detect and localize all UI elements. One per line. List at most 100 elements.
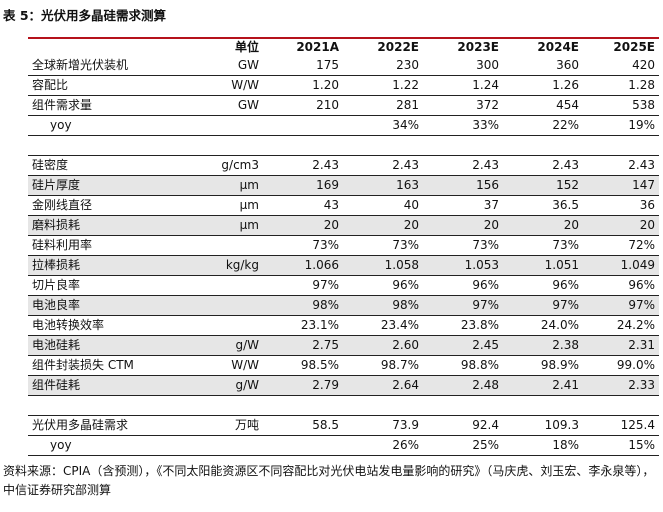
row-value: 97% bbox=[423, 295, 503, 316]
row-value: 2.60 bbox=[343, 335, 423, 356]
row-label: 组件封装损失 CTM bbox=[28, 355, 198, 376]
row-value: 169 bbox=[263, 175, 343, 196]
row-value: 2.45 bbox=[423, 335, 503, 356]
row-value bbox=[503, 135, 583, 156]
row-unit: μm bbox=[198, 175, 263, 196]
row-value bbox=[343, 395, 423, 416]
row-unit bbox=[198, 135, 263, 156]
row-value: 1.058 bbox=[343, 255, 423, 276]
row-value: 1.26 bbox=[503, 75, 583, 96]
row-label: 硅料利用率 bbox=[28, 235, 198, 256]
row-value: 20 bbox=[423, 215, 503, 236]
row-value: 40 bbox=[343, 195, 423, 216]
row-value: 99.0% bbox=[583, 355, 659, 376]
row-label: 全球新增光伏装机 bbox=[28, 56, 198, 76]
row-value: 73.9 bbox=[343, 415, 423, 436]
row-value bbox=[423, 395, 503, 416]
row-value: 538 bbox=[583, 95, 659, 116]
table-row: yoy 34% 33% 22% 19% bbox=[28, 115, 659, 136]
table-row: 光伏用多晶硅需求 万吨 58.5 73.9 92.4 109.3 125.4 bbox=[28, 415, 659, 436]
row-value bbox=[263, 435, 343, 456]
row-unit: μm bbox=[198, 215, 263, 236]
row-unit: GW bbox=[198, 95, 263, 116]
row-value: 96% bbox=[583, 275, 659, 296]
row-value bbox=[503, 395, 583, 416]
row-value: 2.79 bbox=[263, 375, 343, 396]
row-value: 2.43 bbox=[263, 155, 343, 176]
spacer-row bbox=[28, 395, 659, 416]
row-value: 2.75 bbox=[263, 335, 343, 356]
row-value: 20 bbox=[343, 215, 423, 236]
row-value: 372 bbox=[423, 95, 503, 116]
row-value: 2.31 bbox=[583, 335, 659, 356]
table-row: 硅料利用率 73% 73% 73% 73% 72% bbox=[28, 235, 659, 256]
row-label: yoy bbox=[28, 435, 198, 456]
row-label bbox=[28, 395, 198, 416]
row-value: 23.4% bbox=[343, 315, 423, 336]
row-value: 147 bbox=[583, 175, 659, 196]
row-value: 36 bbox=[583, 195, 659, 216]
row-value bbox=[583, 395, 659, 416]
row-unit bbox=[198, 315, 263, 336]
row-value: 73% bbox=[263, 235, 343, 256]
row-value: 23.1% bbox=[263, 315, 343, 336]
header-cell-2022e: 2022E bbox=[377, 40, 419, 54]
table-row: 组件封装损失 CTM W/W 98.5% 98.7% 98.8% 98.9% 99.0% bbox=[28, 355, 659, 376]
row-label: 切片良率 bbox=[28, 275, 198, 296]
row-value: 33% bbox=[423, 115, 503, 136]
table-row: 电池硅耗 g/W 2.75 2.60 2.45 2.38 2.31 bbox=[28, 335, 659, 356]
row-unit: g/W bbox=[198, 375, 263, 396]
row-value: 2.48 bbox=[423, 375, 503, 396]
row-value bbox=[263, 395, 343, 416]
row-unit: W/W bbox=[198, 75, 263, 96]
row-value: 58.5 bbox=[263, 415, 343, 436]
row-value: 230 bbox=[343, 56, 423, 76]
table-body: 单位 2021A 2022E 2023E 2024E 2025E 全球新增光伏装… bbox=[28, 38, 659, 456]
row-label: 组件硅耗 bbox=[28, 375, 198, 396]
row-value: 97% bbox=[263, 275, 343, 296]
row-value: 20 bbox=[583, 215, 659, 236]
row-value bbox=[263, 135, 343, 156]
row-value: 36.5 bbox=[503, 195, 583, 216]
row-value: 23.8% bbox=[423, 315, 503, 336]
table-row: 金刚线直径 μm 43 40 37 36.5 36 bbox=[28, 195, 659, 216]
row-value: 98.8% bbox=[423, 355, 503, 376]
row-value: 210 bbox=[263, 95, 343, 116]
row-value: 1.066 bbox=[263, 255, 343, 276]
row-value: 97% bbox=[583, 295, 659, 316]
source-note: 资料来源：CPIA（含预测），《不同太阳能资源区不同容配比对光伏电站发电量影响的… bbox=[3, 464, 655, 497]
header-cell-label bbox=[28, 38, 198, 56]
row-value: 34% bbox=[343, 115, 423, 136]
row-value: 25% bbox=[423, 435, 503, 456]
row-value: 2.38 bbox=[503, 335, 583, 356]
row-value: 43 bbox=[263, 195, 343, 216]
row-unit: μm bbox=[198, 195, 263, 216]
table-header-row: 单位 2021A 2022E 2023E 2024E 2025E bbox=[28, 38, 659, 56]
row-value bbox=[263, 115, 343, 136]
row-unit bbox=[198, 395, 263, 416]
row-unit: g/cm3 bbox=[198, 155, 263, 176]
header-cell-unit: 单位 bbox=[234, 40, 259, 54]
row-value: 73% bbox=[423, 235, 503, 256]
row-value: 73% bbox=[343, 235, 423, 256]
header-cell-2021a: 2021A bbox=[296, 40, 339, 54]
row-value: 2.43 bbox=[503, 155, 583, 176]
row-value: 2.41 bbox=[503, 375, 583, 396]
row-value: 109.3 bbox=[503, 415, 583, 436]
row-label: 硅密度 bbox=[28, 155, 198, 176]
row-value: 156 bbox=[423, 175, 503, 196]
row-label: 磨料损耗 bbox=[28, 215, 198, 236]
header-cell-2025e: 2025E bbox=[613, 40, 655, 54]
row-value: 98% bbox=[263, 295, 343, 316]
row-unit bbox=[198, 435, 263, 456]
row-value: 18% bbox=[503, 435, 583, 456]
row-value: 26% bbox=[343, 435, 423, 456]
row-value: 19% bbox=[583, 115, 659, 136]
row-value: 1.24 bbox=[423, 75, 503, 96]
row-value: 454 bbox=[503, 95, 583, 116]
table-row: 组件硅耗 g/W 2.79 2.64 2.48 2.41 2.33 bbox=[28, 375, 659, 396]
row-unit bbox=[198, 115, 263, 136]
table-row: 切片良率 97% 96% 96% 96% 96% bbox=[28, 275, 659, 296]
spacer-row bbox=[28, 135, 659, 156]
